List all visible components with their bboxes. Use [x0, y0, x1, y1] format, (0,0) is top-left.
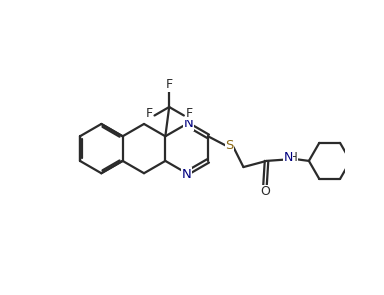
- Text: N: N: [183, 117, 193, 130]
- Text: H: H: [289, 150, 298, 163]
- Text: F: F: [166, 78, 173, 91]
- Text: N: N: [283, 150, 293, 163]
- Text: F: F: [186, 107, 193, 120]
- Text: F: F: [146, 107, 153, 120]
- Text: S: S: [225, 139, 234, 152]
- Text: O: O: [260, 185, 270, 198]
- Text: N: N: [182, 168, 192, 181]
